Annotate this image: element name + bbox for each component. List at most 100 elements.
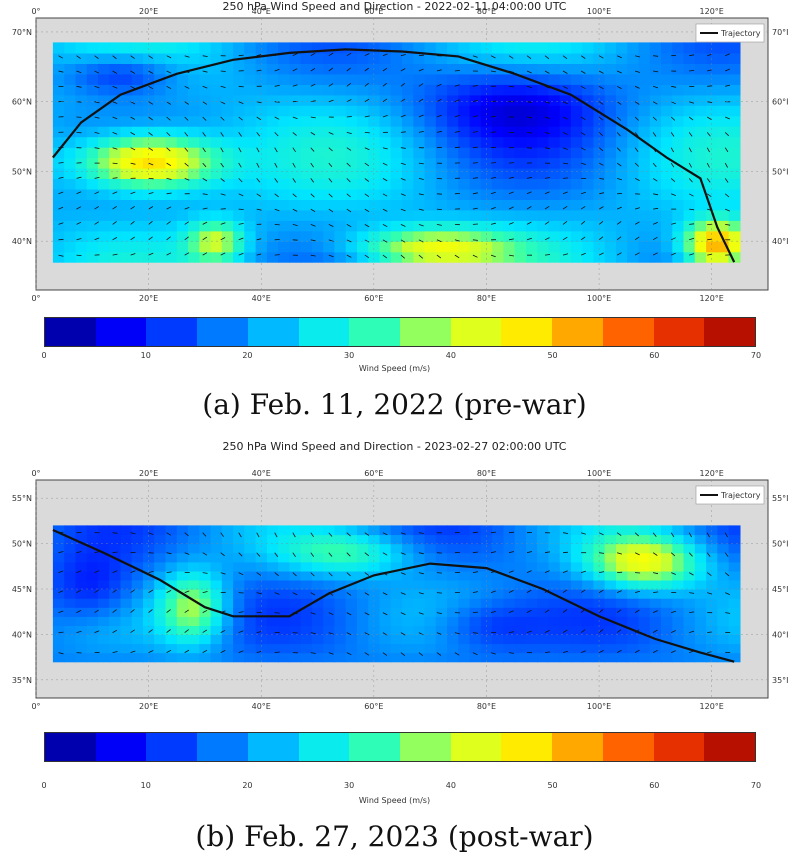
- heat-cell: [458, 199, 471, 211]
- wind-arrow: [725, 612, 731, 614]
- wind-arrow: [652, 649, 658, 653]
- wind-arrow: [364, 632, 370, 636]
- heat-cell: [176, 561, 189, 572]
- heat-cell: [717, 616, 730, 626]
- heat-cell: [570, 136, 583, 148]
- heat-cell: [255, 525, 268, 536]
- lon-tick-top: 0°: [31, 469, 40, 478]
- heat-cell: [221, 230, 234, 242]
- wind-arrow: [364, 147, 370, 151]
- lat-tick-left: 40°N: [12, 630, 32, 639]
- wind-arrow: [382, 254, 388, 259]
- heat-cell: [559, 607, 572, 617]
- wind-arrow: [689, 223, 695, 225]
- wind-arrow: [310, 132, 316, 136]
- heat-cell: [672, 241, 685, 253]
- heat-cell: [176, 63, 189, 75]
- heat-cell: [514, 652, 527, 663]
- wind-arrow: [725, 53, 730, 57]
- heat-cell: [390, 157, 403, 169]
- heat-cell: [413, 634, 426, 645]
- heat-cell: [278, 230, 290, 242]
- heat-cell: [244, 534, 257, 545]
- heat-cell: [548, 598, 561, 608]
- heat-cell: [649, 136, 662, 148]
- heat-cell: [244, 625, 257, 635]
- heat-cell: [424, 625, 437, 635]
- heat-cell: [469, 241, 482, 253]
- wind-arrow: [94, 132, 100, 134]
- heat-cell: [717, 42, 730, 54]
- wind-arrow: [472, 207, 478, 210]
- heat-cell: [649, 84, 662, 96]
- heat-cell: [345, 42, 358, 54]
- wind-arrow: [616, 147, 621, 152]
- heat-cell: [548, 167, 561, 179]
- wind-arrow: [616, 236, 622, 241]
- heat-cell: [402, 634, 414, 645]
- heat-cell: [627, 178, 640, 190]
- heat-cell: [300, 543, 313, 554]
- heat-cell: [255, 157, 268, 169]
- wind-arrow: [166, 192, 172, 195]
- heat-cell: [559, 543, 572, 554]
- heat-cell: [514, 136, 527, 148]
- heat-cell: [244, 598, 257, 608]
- heat-cell: [469, 220, 482, 232]
- heat-cell: [570, 552, 583, 563]
- heat-cell: [345, 241, 358, 253]
- heat-cell: [368, 126, 381, 138]
- wind-arrow: [490, 55, 496, 59]
- heat-cell: [480, 42, 493, 54]
- heat-cell: [289, 126, 302, 138]
- heat-cell: [559, 634, 572, 645]
- heat-cell: [537, 543, 549, 554]
- wind-arrow: [292, 84, 298, 87]
- heat-cell: [717, 220, 730, 232]
- heat-cell: [548, 94, 561, 106]
- heat-cell: [638, 652, 651, 663]
- wind-arrow: [562, 101, 568, 105]
- heat-cell: [199, 220, 212, 232]
- colorbar-segment: [602, 318, 654, 346]
- heat-cell: [266, 598, 279, 608]
- wind-arrow: [220, 116, 225, 121]
- heat-cell: [469, 105, 482, 117]
- heat-cell: [413, 178, 426, 190]
- heat-cell: [559, 105, 572, 117]
- wind-arrow: [130, 162, 136, 165]
- heat-cell: [64, 616, 77, 626]
- heat-cell: [537, 126, 549, 138]
- heat-cell: [582, 115, 595, 127]
- heat-cell: [537, 634, 549, 645]
- wind-arrow: [400, 68, 406, 72]
- heat-cell: [233, 209, 245, 221]
- heat-cell: [278, 42, 290, 54]
- wind-arrow: [184, 147, 189, 152]
- heat-cell: [424, 188, 437, 200]
- heat-cell: [728, 241, 741, 253]
- heat-cell: [311, 570, 324, 581]
- heat-cell: [447, 42, 459, 54]
- heat-cell: [143, 634, 155, 645]
- wind-arrow: [256, 116, 262, 121]
- wind-arrow: [112, 177, 118, 179]
- heat-cell: [334, 251, 347, 263]
- heat-cell: [661, 42, 673, 54]
- heat-cell: [616, 105, 628, 117]
- heat-cell: [210, 136, 223, 148]
- heat-cell: [672, 543, 685, 554]
- colorbar-segment: [653, 318, 705, 346]
- heat-cell: [728, 52, 741, 64]
- wind-arrow: [202, 207, 208, 210]
- heat-cell: [120, 607, 133, 617]
- wind-arrow: [670, 116, 676, 121]
- heat-cell: [402, 42, 414, 54]
- heat-cell: [435, 105, 448, 117]
- heat-cell: [379, 42, 392, 54]
- heat-cell: [582, 199, 595, 211]
- heat-cell: [379, 552, 392, 563]
- heat-cell: [424, 52, 437, 64]
- heat-cell: [143, 525, 155, 536]
- wind-arrow: [688, 116, 694, 121]
